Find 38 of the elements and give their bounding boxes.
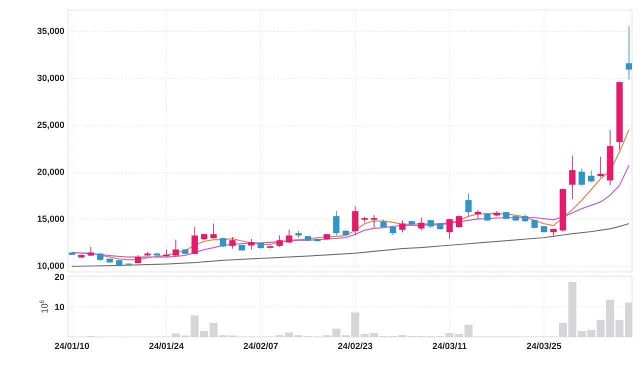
candlestick bbox=[569, 155, 576, 200]
y-axis-title: 10$^{6}$ bbox=[40, 300, 48, 313]
candlestick bbox=[163, 249, 170, 257]
y-tick-label: 15,000 bbox=[38, 216, 64, 224]
candlestick bbox=[588, 170, 594, 183]
candlestick bbox=[248, 238, 255, 250]
candlestick bbox=[456, 215, 462, 228]
x-tick-label: 24/01/10 bbox=[54, 342, 90, 350]
x-tick-label: 24/02/23 bbox=[338, 342, 372, 350]
candlestick bbox=[597, 156, 604, 178]
candlestick bbox=[626, 26, 632, 80]
y-tick-label: 20,000 bbox=[37, 168, 64, 176]
candlestick bbox=[418, 217, 424, 231]
y-tick-label: 10,000 bbox=[38, 262, 64, 270]
candlestick bbox=[465, 193, 472, 217]
candlestick bbox=[172, 239, 179, 256]
y-tick-label: 30,000 bbox=[37, 74, 64, 82]
candlestick bbox=[578, 168, 585, 186]
y-tick-label: 20 bbox=[54, 274, 64, 280]
candlestick bbox=[399, 220, 406, 233]
candlestick bbox=[192, 226, 198, 255]
candlestick bbox=[229, 236, 236, 250]
y-tick-label: 25,000 bbox=[37, 122, 64, 130]
candlestick bbox=[390, 225, 396, 236]
x-tick-label: 24/01/24 bbox=[149, 342, 184, 350]
x-tick-label: 24/03/25 bbox=[526, 342, 562, 350]
y-tick-label: 35,000 bbox=[37, 28, 64, 36]
candlestick bbox=[88, 246, 94, 256]
y-tick-label: 10 bbox=[55, 304, 64, 310]
candlestick bbox=[370, 214, 378, 228]
x-tick-label: 24/02/07 bbox=[244, 342, 278, 350]
candlestick bbox=[210, 223, 217, 240]
candlestick bbox=[333, 210, 340, 236]
candlestick bbox=[352, 206, 358, 236]
candlestick bbox=[276, 234, 283, 248]
candlestick bbox=[286, 229, 292, 244]
candlestick bbox=[446, 218, 453, 240]
x-tick-label: 24/03/11 bbox=[432, 342, 467, 350]
